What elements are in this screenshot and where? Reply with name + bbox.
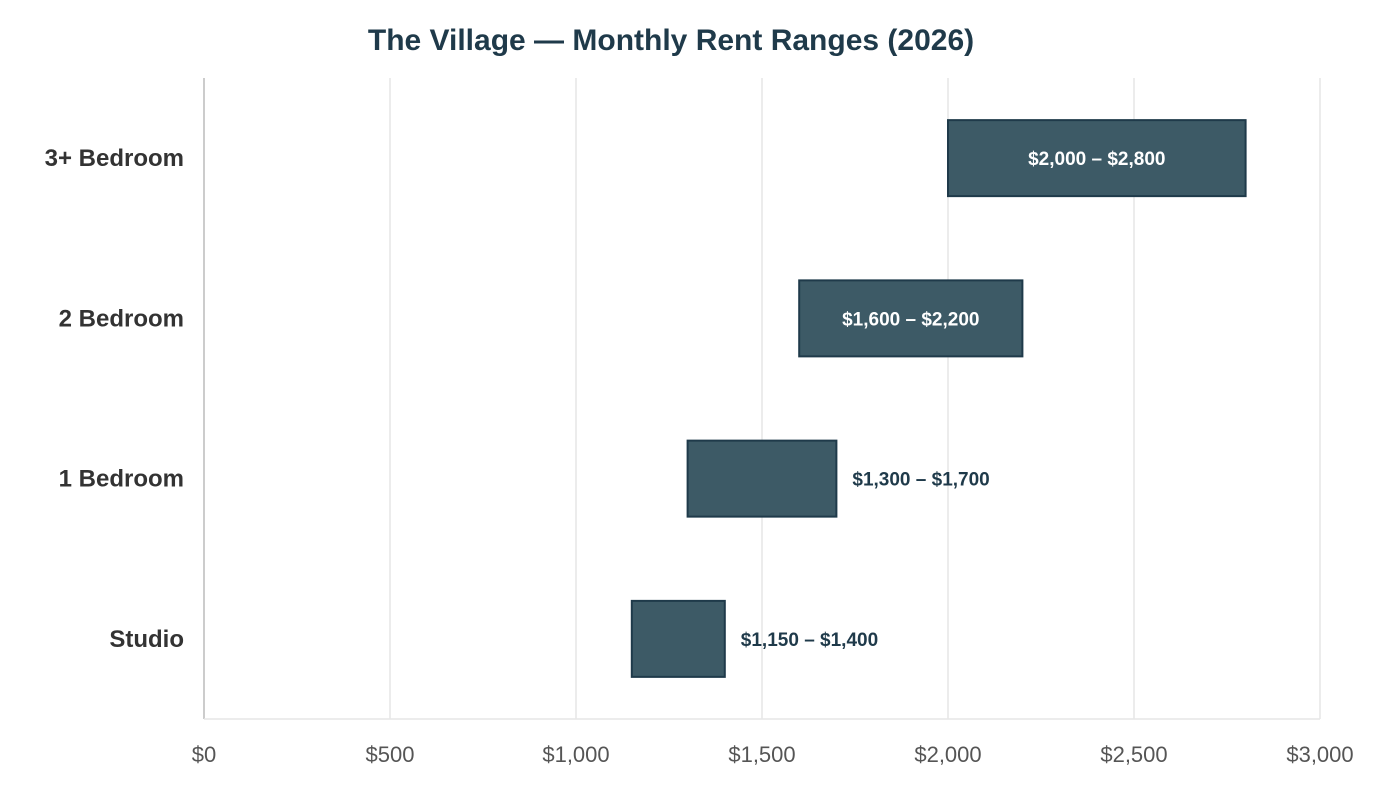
category-label: 1 Bedroom — [59, 466, 184, 493]
range-bar — [798, 279, 1024, 358]
bar-data-label: $2,000 – $2,800 — [1028, 149, 1165, 170]
bar-data-label: $1,300 – $1,700 — [852, 470, 989, 491]
bar-data-label: $1,150 – $1,400 — [741, 630, 878, 651]
range-bar — [686, 439, 838, 518]
x-tick-label: $1,500 — [728, 742, 795, 767]
label-layer: 3+ Bedroom $2,000 – $2,800 2 Bedroom $1,600… — [45, 145, 1166, 653]
chart-title: The Village — Monthly Rent Ranges (2026) — [368, 24, 974, 57]
range-bar — [947, 119, 1247, 198]
x-tick-label: $3,000 — [1286, 742, 1353, 767]
x-tick-label: $0 — [192, 742, 216, 767]
bar-layer — [630, 119, 1247, 678]
range-bar — [630, 599, 726, 678]
category-label: 2 Bedroom — [59, 305, 184, 332]
axis-layer: $0 $500 $1,000 $1,500 $2,000 $2,500 $3,000 — [192, 78, 1354, 767]
x-tick-label: $1,000 — [542, 742, 609, 767]
category-label: Studio — [109, 626, 184, 653]
x-tick-label: $2,000 — [914, 742, 981, 767]
x-tick-label: $2,500 — [1100, 742, 1167, 767]
bar-data-label: $1,600 – $2,200 — [842, 309, 979, 330]
x-tick-label: $500 — [366, 742, 415, 767]
category-label: 3+ Bedroom — [45, 145, 184, 172]
